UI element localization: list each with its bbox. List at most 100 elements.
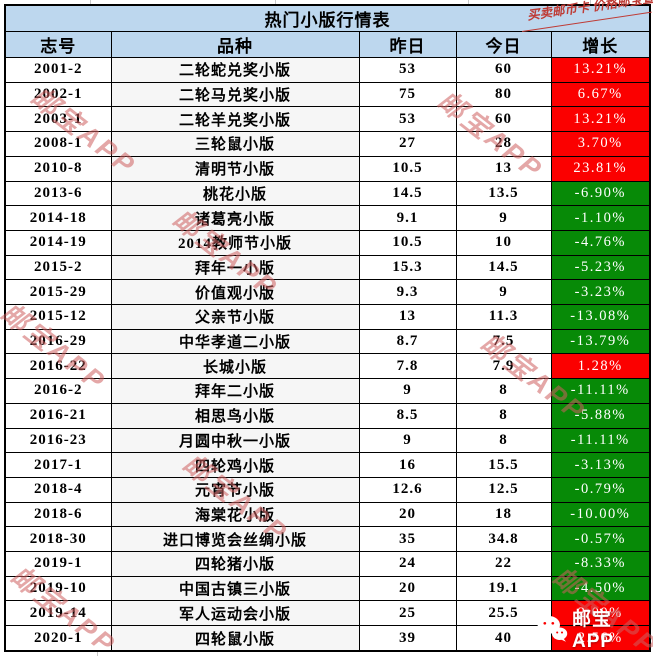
variety: 军人运动会小版 <box>110 600 360 627</box>
variety: 二轮蛇兑奖小版 <box>110 57 360 83</box>
change-percent: -5.23% <box>550 254 651 281</box>
variety: 拜年二小版 <box>110 378 360 404</box>
today-price: 19.1 <box>455 575 552 602</box>
yesterday-price: 9 <box>358 427 457 454</box>
table-row: 2017-1 四轮鸡小版 16 15.5 -3.13% <box>4 452 651 478</box>
col-header-variety: 品种 <box>110 31 360 58</box>
today-price: 40 <box>455 625 552 652</box>
yesterday-price: 20 <box>358 501 457 528</box>
yesterday-price: 25 <box>358 600 457 627</box>
today-price: 8 <box>455 402 552 429</box>
yesterday-price: 13 <box>358 304 457 330</box>
today-price: 13 <box>455 155 552 182</box>
app-badge: 邮宝APP <box>536 604 653 653</box>
today-price: 9 <box>455 279 552 306</box>
issue-id: 2016-29 <box>4 328 112 355</box>
change-percent: -1.10% <box>550 205 651 231</box>
change-percent: 1.28% <box>550 353 651 380</box>
today-price: 12.5 <box>455 476 552 503</box>
variety: 价值观小版 <box>110 279 360 306</box>
yesterday-price: 10.5 <box>358 155 457 182</box>
yesterday-price: 27 <box>358 131 457 157</box>
today-price: 14.5 <box>455 254 552 281</box>
table-row: 2019-1 四轮猪小版 24 22 -8.33% <box>4 551 651 577</box>
yesterday-price: 15.3 <box>358 254 457 281</box>
change-percent: -5.88% <box>550 402 651 429</box>
yesterday-price: 16 <box>358 452 457 478</box>
today-price: 18 <box>455 501 552 528</box>
yesterday-price: 35 <box>358 526 457 553</box>
table-row: 2016-2 拜年二小版 9 8 -11.11% <box>4 378 651 404</box>
change-percent: 13.21% <box>550 57 651 83</box>
issue-id: 2015-29 <box>4 279 112 306</box>
change-percent: 3.70% <box>550 131 651 157</box>
change-percent: 13.21% <box>550 106 651 133</box>
change-percent: -13.79% <box>550 328 651 355</box>
variety: 月圆中秋一小版 <box>110 427 360 454</box>
today-price: 60 <box>455 57 552 83</box>
gridline-stub <box>468 0 469 4</box>
table-row: 2016-29 中华孝道二小版 8.7 7.5 -13.79% <box>4 328 651 355</box>
table-row: 2018-4 元宵节小版 12.6 12.5 -0.79% <box>4 476 651 503</box>
variety: 元宵节小版 <box>110 476 360 503</box>
yesterday-price: 39 <box>358 625 457 652</box>
table-row: 2018-6 海棠花小版 20 18 -10.00% <box>4 501 651 528</box>
variety: 诸葛亮小版 <box>110 205 360 231</box>
change-percent: -0.57% <box>550 526 651 553</box>
variety: 2014教师节小版 <box>110 229 360 256</box>
table-row: 2018-30 进口博览会丝绸小版 35 34.8 -0.57% <box>4 526 651 553</box>
gridline-stub <box>97 652 98 656</box>
today-price: 60 <box>455 106 552 133</box>
variety: 清明节小版 <box>110 155 360 182</box>
issue-id: 2010-8 <box>4 155 112 182</box>
issue-id: 2020-1 <box>4 625 112 652</box>
today-price: 8 <box>455 427 552 454</box>
issue-id: 2018-30 <box>4 526 112 553</box>
issue-id: 2016-23 <box>4 427 112 454</box>
wechat-icon <box>536 614 568 643</box>
variety: 桃花小版 <box>110 180 360 207</box>
issue-id: 2015-12 <box>4 304 112 330</box>
change-percent: -0.79% <box>550 476 651 503</box>
yesterday-price: 8.7 <box>358 328 457 355</box>
variety: 中华孝道二小版 <box>110 328 360 355</box>
today-price: 80 <box>455 81 552 108</box>
change-percent: -4.76% <box>550 229 651 256</box>
table-row: 2015-12 父亲节小版 13 11.3 -13.08% <box>4 304 651 330</box>
table-row: 2003-1 二轮羊兑奖小版 53 60 13.21% <box>4 106 651 133</box>
table-row: 2016-22 长城小版 7.8 7.9 1.28% <box>4 353 651 380</box>
change-percent: -10.00% <box>550 501 651 528</box>
issue-id: 2018-6 <box>4 501 112 528</box>
col-header-change: 增长 <box>550 31 651 58</box>
issue-id: 2008-1 <box>4 131 112 157</box>
table-row: 2015-29 价值观小版 9.3 9 -3.23% <box>4 279 651 306</box>
table-row: 2014-19 2014教师节小版 10.5 10 -4.76% <box>4 229 651 256</box>
market-table: 热门小版行情表 志号 品种 昨日 今日 增长 2001-2 二轮蛇兑奖小版 53 60… <box>4 4 652 652</box>
col-header-yesterday: 昨日 <box>358 31 457 58</box>
variety: 相思鸟小版 <box>110 402 360 429</box>
table-row: 2002-1 二轮马兑奖小版 75 80 6.67% <box>4 81 651 108</box>
yesterday-price: 9.3 <box>358 279 457 306</box>
table-row: 2001-2 二轮蛇兑奖小版 53 60 13.21% <box>4 57 651 83</box>
change-percent: 2.56% <box>550 625 651 652</box>
variety: 二轮羊兑奖小版 <box>110 106 360 133</box>
issue-id: 2014-18 <box>4 205 112 231</box>
col-header-today: 今日 <box>455 31 552 58</box>
today-price: 9 <box>455 205 552 231</box>
today-price: 11.3 <box>455 304 552 330</box>
variety: 四轮猪小版 <box>110 551 360 577</box>
issue-id: 2016-2 <box>4 378 112 404</box>
today-price: 7.5 <box>455 328 552 355</box>
change-percent: -6.90% <box>550 180 651 207</box>
change-percent: -8.33% <box>550 551 651 577</box>
yesterday-price: 53 <box>358 57 457 83</box>
table-row: 2019-14 军人运动会小版 25 25.5 2.00% <box>4 600 651 627</box>
change-percent: -11.11% <box>550 427 651 454</box>
today-price: 34.8 <box>455 526 552 553</box>
variety: 三轮鼠小版 <box>110 131 360 157</box>
variety: 拜年一小版 <box>110 254 360 281</box>
yesterday-price: 20 <box>358 575 457 602</box>
today-price: 13.5 <box>455 180 552 207</box>
yesterday-price: 7.8 <box>358 353 457 380</box>
yesterday-price: 75 <box>358 81 457 108</box>
